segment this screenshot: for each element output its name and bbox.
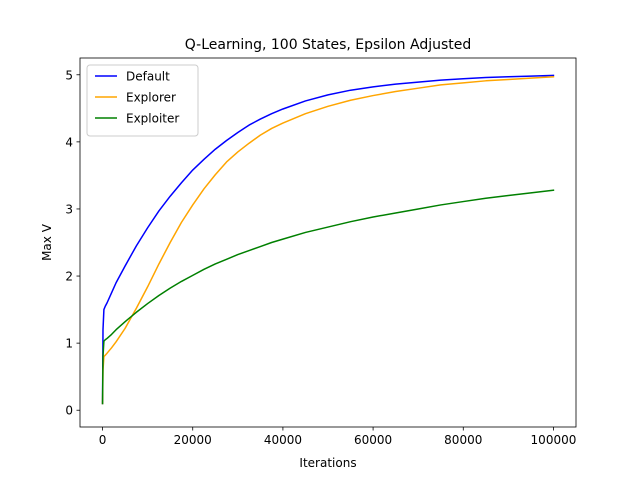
axes-frame [79, 57, 577, 428]
y-tick-label: 2 [65, 270, 73, 284]
x-tick-label: 40000 [264, 433, 302, 447]
series-line-exploiter [101, 189, 555, 405]
series-line-explorer [101, 75, 555, 405]
series-line-default [101, 74, 555, 405]
legend-label-explorer: Explorer [126, 91, 176, 105]
y-tick-label: 1 [65, 337, 73, 351]
y-tick-label: 4 [65, 135, 73, 149]
x-tick-label: 80000 [444, 433, 482, 447]
x-axis-label: Iterations [299, 456, 356, 470]
legend: Default Explorer Exploiter [86, 64, 199, 137]
y-tick-label: 5 [65, 68, 73, 82]
x-tick-label: 100000 [531, 433, 577, 447]
x-tick-label: 20000 [174, 433, 212, 447]
y-tick-label: 0 [65, 404, 73, 418]
y-axis-label: Max V [40, 223, 54, 261]
x-tick-label: 60000 [354, 433, 392, 447]
series-lines [101, 74, 555, 405]
legend-label-default: Default [126, 70, 170, 84]
y-tick-label: 3 [65, 202, 73, 216]
x-tick-label: 0 [99, 433, 107, 447]
chart-title: Q-Learning, 100 States, Epsilon Adjusted [185, 37, 472, 53]
legend-label-exploiter: Exploiter [126, 112, 179, 126]
plot-area: 0 20000 40000 60000 80000 100000 0 1 2 3 4 5 [65, 57, 577, 447]
